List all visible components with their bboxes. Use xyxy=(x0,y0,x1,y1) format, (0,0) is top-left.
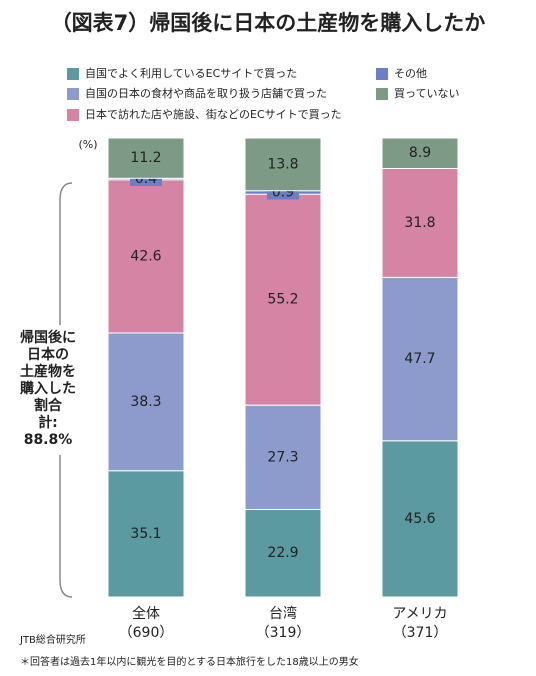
legend-label: その他 xyxy=(394,67,427,80)
bar-segment xyxy=(107,179,185,334)
bar-segment xyxy=(107,332,185,472)
value-label: 27.3 xyxy=(267,449,298,465)
bracket-note: 購入した xyxy=(19,380,76,397)
value-label: 55.2 xyxy=(267,292,298,308)
bar-segment xyxy=(244,508,322,598)
legend-swatch xyxy=(67,88,79,100)
value-label: 11.2 xyxy=(130,150,161,166)
x-tick-label: 台湾 xyxy=(269,605,297,622)
value-label: 42.6 xyxy=(130,248,161,264)
chart-title: （図表7）帰国後に日本の土産物を購入したか xyxy=(51,11,486,35)
value-label: 8.9 xyxy=(409,145,431,161)
legend-swatch xyxy=(376,88,388,100)
legend-swatch xyxy=(67,68,79,80)
footnote: ＊回答者は過去1年以内に観光を目的とする日本旅行をした18歳以上の男女 xyxy=(20,655,359,668)
bracket-note: 割合 xyxy=(34,397,63,414)
unit-label: (%) xyxy=(78,138,97,151)
value-label: 22.9 xyxy=(267,545,298,561)
bar-segment xyxy=(381,167,459,278)
legend-swatch xyxy=(376,68,388,80)
x-tick-label: 全体 xyxy=(132,605,160,622)
source: JTB総合研究所 xyxy=(19,633,86,646)
x-tick-label: アメリカ xyxy=(392,606,447,622)
bracket-gap xyxy=(16,325,82,455)
bracket-note: 88.8% xyxy=(24,432,73,448)
bracket-note: 帰国後に xyxy=(20,329,76,346)
value-label: 31.8 xyxy=(404,215,435,231)
sample-size: （319） xyxy=(256,625,311,641)
bracket-note: 土産物を xyxy=(20,363,76,380)
bar-segment xyxy=(381,137,459,169)
bar-segment xyxy=(244,137,322,192)
bracket-note: 計: xyxy=(38,414,58,431)
legend-swatch xyxy=(67,109,79,121)
legend-label: 自国の日本の食材や商品を取り扱う店舗で買った xyxy=(85,86,327,100)
bar-segment xyxy=(107,137,185,179)
bar-segment xyxy=(381,440,459,598)
legend-label: 自国でよく利用しているECサイトで買った xyxy=(85,67,297,80)
value-label: 38.3 xyxy=(130,394,161,410)
value-label: 45.6 xyxy=(404,511,435,527)
value-label: 35.1 xyxy=(130,526,161,542)
sample-size: （371） xyxy=(393,625,448,641)
legend-label: 買っていない xyxy=(394,87,459,100)
bracket-note: 日本の xyxy=(27,346,69,363)
bar-segment xyxy=(107,470,185,598)
sample-size: （690） xyxy=(119,625,174,641)
bar-segment xyxy=(244,404,322,510)
legend-label: 日本で訪れた店や施設、街などのECサイトで買った xyxy=(85,107,342,121)
value-label: 47.7 xyxy=(404,351,435,367)
value-label: 13.8 xyxy=(267,156,298,172)
bar-segment xyxy=(381,276,459,442)
